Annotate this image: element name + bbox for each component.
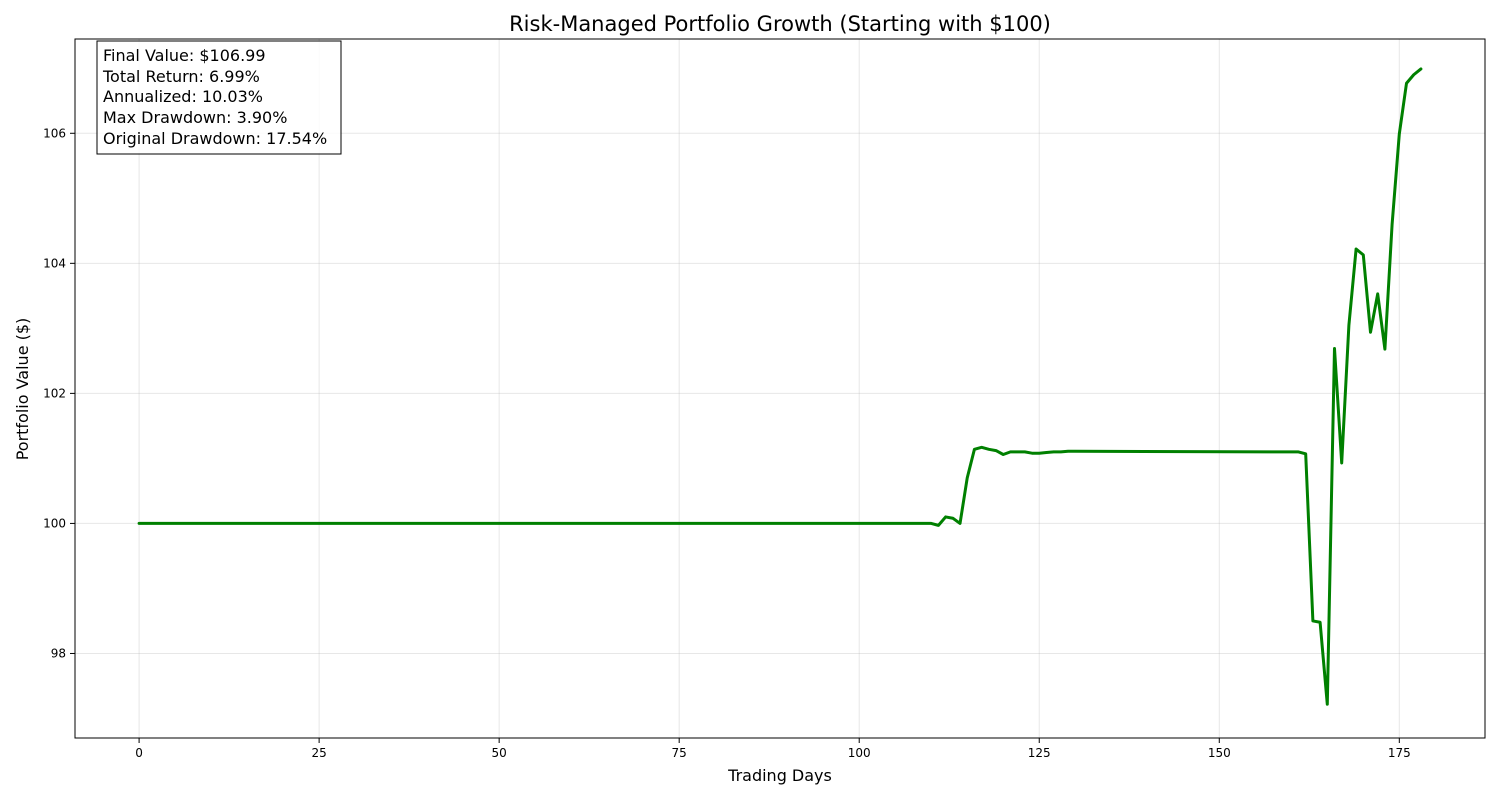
x-tick-label: 150 [1208,746,1231,760]
x-tick-label: 125 [1028,746,1051,760]
plot-area [75,39,1485,738]
stats-original-drawdown: Original Drawdown: 17.54% [103,129,327,148]
x-tick-label: 50 [492,746,507,760]
y-tick-label: 100 [43,516,66,530]
y-tick-label: 106 [43,126,66,140]
y-tick-label: 98 [51,646,66,660]
x-axis-title: Trading Days [727,766,832,785]
x-tick-label: 25 [311,746,326,760]
stats-final-value: Final Value: $106.99 [103,46,266,65]
x-tick-label: 100 [848,746,871,760]
x-tick-label: 75 [672,746,687,760]
y-tick-label: 102 [43,386,66,400]
series-layer [137,67,1423,706]
plot-frame [74,38,1486,739]
stats-max-drawdown: Max Drawdown: 3.90% [103,108,287,127]
portfolio-value-line [137,67,1423,706]
x-tick-label: 175 [1388,746,1411,760]
y-tick-label: 104 [43,256,66,270]
chart-title: Risk-Managed Portfolio Growth (Starting … [509,12,1051,36]
y-axis-title: Portfolio Value ($) [13,318,32,461]
axis-ticks: 0 25 50 75 100 125 150 175 98 100 102 104 106 [43,126,1411,760]
stats-annualized: Annualized: 10.03% [103,87,263,106]
stats-total-return: Total Return: 6.99% [102,67,260,86]
stats-box-frame [96,40,342,155]
stats-box: Final Value: $106.99 Total Return: 6.99%… [96,40,342,155]
x-tick-label: 0 [135,746,143,760]
